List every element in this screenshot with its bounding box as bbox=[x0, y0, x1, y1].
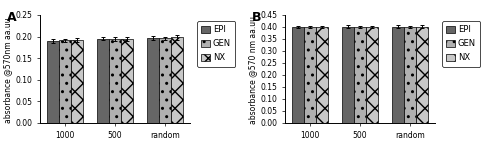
Bar bbox=[97, 39, 109, 123]
Bar bbox=[159, 38, 171, 123]
Y-axis label: absorbance @570 nm aa.uu.: absorbance @570 nm aa.uu. bbox=[248, 14, 258, 124]
Bar bbox=[404, 27, 416, 123]
Text: A: A bbox=[7, 11, 16, 24]
Bar bbox=[109, 39, 121, 123]
Bar bbox=[292, 27, 304, 123]
Bar bbox=[47, 41, 59, 123]
Text: B: B bbox=[252, 11, 262, 24]
Bar bbox=[59, 40, 71, 123]
Bar bbox=[121, 39, 133, 123]
Bar bbox=[147, 38, 159, 123]
Bar bbox=[304, 27, 316, 123]
Legend: EPI, GEN, NX: EPI, GEN, NX bbox=[197, 21, 235, 67]
Bar bbox=[316, 27, 328, 123]
Bar bbox=[342, 27, 354, 123]
Bar bbox=[171, 38, 183, 123]
Bar bbox=[71, 40, 83, 123]
Bar bbox=[392, 27, 404, 123]
Bar bbox=[416, 27, 428, 123]
Bar bbox=[354, 27, 366, 123]
Bar bbox=[366, 27, 378, 123]
Y-axis label: absorbance @570nm aa.uu.: absorbance @570nm aa.uu. bbox=[4, 15, 13, 123]
Legend: EPI, GEN, NX: EPI, GEN, NX bbox=[442, 21, 480, 67]
